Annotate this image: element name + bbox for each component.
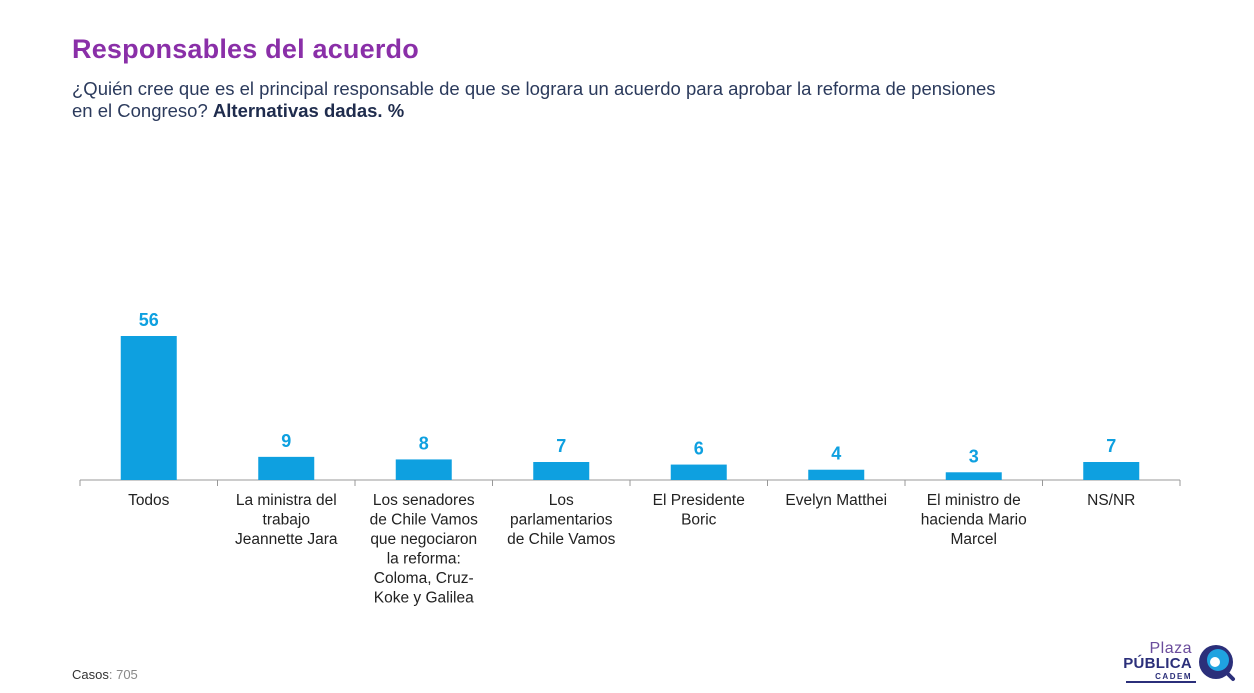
- category-label-line: Todos: [128, 492, 170, 509]
- category-label-line: Coloma, Cruz-: [374, 570, 474, 587]
- cases-label: Casos: [72, 667, 109, 682]
- logo-text-cadem: CADEM: [1155, 672, 1192, 681]
- data-label: 56: [139, 310, 159, 330]
- bar: [533, 462, 590, 480]
- category-label-line: La ministra del: [236, 492, 337, 509]
- data-label: 6: [694, 439, 704, 459]
- page-subtitle: ¿Quién cree que es el principal responsa…: [72, 78, 1012, 122]
- data-label: 9: [281, 431, 291, 451]
- bar: [120, 336, 177, 480]
- logo-swirl-icon: [1199, 645, 1235, 681]
- subtitle-note: Alternativas dadas. %: [212, 100, 405, 121]
- bar: [808, 469, 865, 480]
- bar: [945, 472, 1002, 480]
- logo-underline: [1126, 681, 1196, 683]
- cases-value: : 705: [108, 667, 138, 682]
- subtitle-question: ¿Quién cree que es el principal responsa…: [72, 78, 996, 121]
- category-label-line: de Chile Vamos: [370, 512, 479, 529]
- data-label: 7: [556, 436, 566, 456]
- category-label: NS/NR: [1087, 492, 1135, 509]
- category-label-line: que negociaron: [370, 531, 477, 548]
- category-label-line: Los: [549, 492, 574, 509]
- bar-chart: 56 Todos 9 La ministra del trabajo Jeannette …: [79, 310, 1181, 607]
- category-label: La ministra del trabajo Jeannette Jara: [235, 492, 338, 548]
- data-label: 7: [1106, 436, 1116, 456]
- category-label-line: El Presidente: [653, 492, 745, 509]
- category-label: Evelyn Matthei: [785, 492, 887, 509]
- category-label-line: la reforma:: [387, 551, 461, 568]
- category-label: El ministro de hacienda Mario Marcel: [921, 492, 1027, 548]
- category-label: Los senadores de Chile Vamos que negociaro…: [370, 492, 479, 607]
- category-label-line: hacienda Mario: [921, 512, 1027, 529]
- category-label-line: Evelyn Matthei: [785, 492, 887, 509]
- category-label-line: trabajo: [263, 512, 310, 529]
- data-label: 4: [831, 444, 841, 464]
- category-label-line: Los senadores: [373, 492, 475, 509]
- data-label: 8: [419, 433, 429, 453]
- category-label-line: de Chile Vamos: [507, 531, 616, 548]
- logo-text-plaza: Plaza: [1149, 640, 1192, 657]
- cases-footer: Casos: 705: [72, 667, 138, 682]
- category-label-line: NS/NR: [1087, 492, 1135, 509]
- category-label: Los parlamentarios de Chile Vamos: [507, 492, 616, 548]
- bar: [1083, 462, 1140, 480]
- category-label-line: Boric: [681, 512, 717, 529]
- bar: [670, 464, 727, 480]
- category-label-line: Koke y Galilea: [374, 590, 474, 607]
- data-label: 3: [969, 446, 979, 466]
- page-title: Responsables del acuerdo: [72, 34, 419, 64]
- category-label: Todos: [128, 492, 170, 509]
- bar: [258, 456, 315, 480]
- logo-text-publica: PÚBLICA: [1123, 655, 1192, 672]
- category-label: El Presidente Boric: [653, 492, 745, 529]
- category-label-line: parlamentarios: [510, 512, 613, 529]
- category-label-line: Jeannette Jara: [235, 531, 338, 548]
- brand-logo: Plaza PÚBLICA CADEM: [1118, 640, 1240, 684]
- category-label-line: El ministro de: [927, 492, 1021, 509]
- bar: [395, 459, 452, 480]
- category-label-line: Marcel: [950, 531, 997, 548]
